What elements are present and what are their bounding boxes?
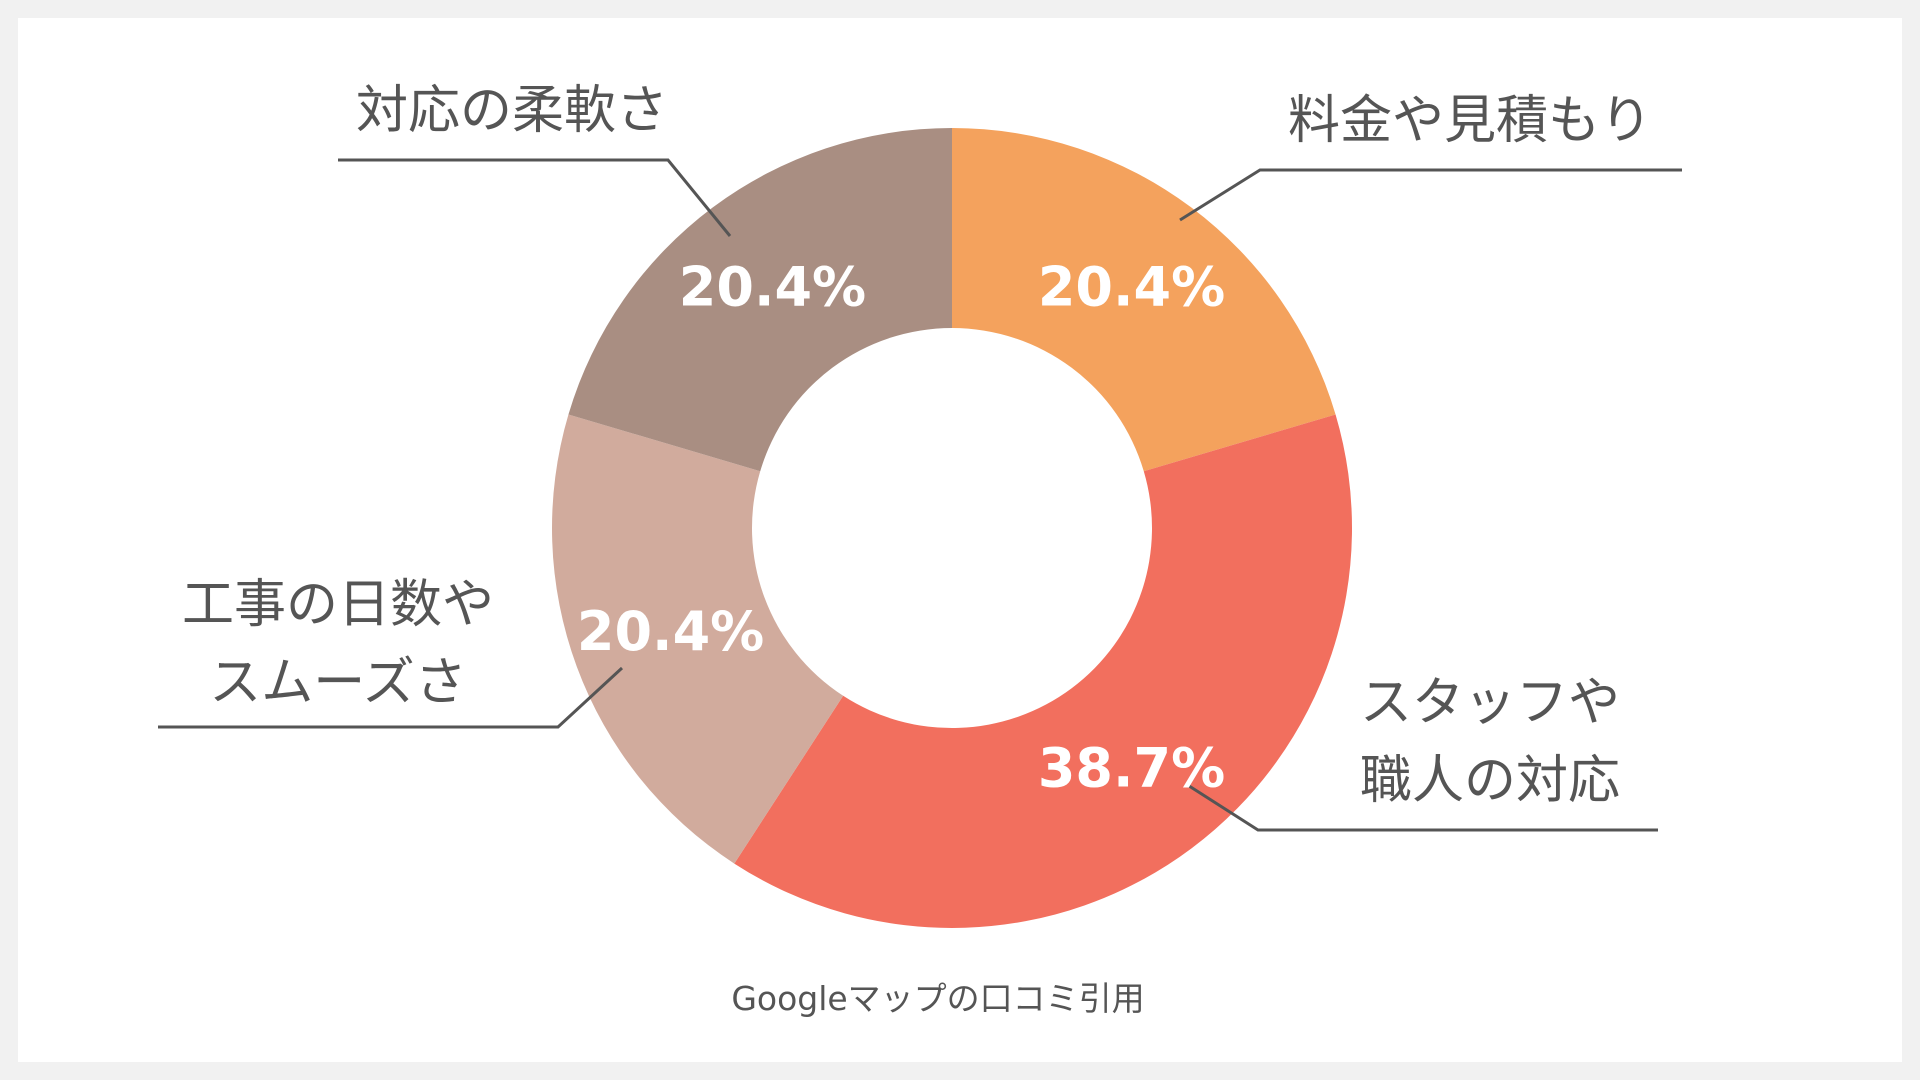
percent-label-3: 20.4%: [679, 256, 866, 319]
donut-slice-3: [568, 128, 952, 472]
category-label-3: 対応の柔軟さ: [356, 81, 668, 141]
category-label-0: 料金や見積もり: [1288, 91, 1652, 151]
leader-line-1: [1185, 782, 1658, 832]
donut-slice-2: [551, 414, 844, 864]
chart-caption: Googleマップの口コミ引用: [731, 979, 1144, 1018]
leader-line-3: [338, 158, 732, 237]
percent-label-0: 20.4%: [1038, 256, 1225, 319]
leader-line-0: [1179, 168, 1682, 222]
percent-label-2: 20.4%: [577, 600, 764, 663]
category-label-1: スタッフや職人の対応: [1360, 673, 1620, 811]
percent-labels: 20.4% 38.7% 20.4% 20.4%: [577, 256, 1225, 800]
category-label-2: 工事の日数やスムーズさ: [182, 575, 494, 713]
donut-slices: [551, 128, 1353, 929]
donut-slice-1: [734, 414, 1353, 929]
percent-label-1: 38.7%: [1038, 736, 1225, 799]
leader-line-2: [158, 666, 624, 729]
leader-lines: [158, 158, 1682, 832]
donut-slice-0: [952, 128, 1336, 472]
